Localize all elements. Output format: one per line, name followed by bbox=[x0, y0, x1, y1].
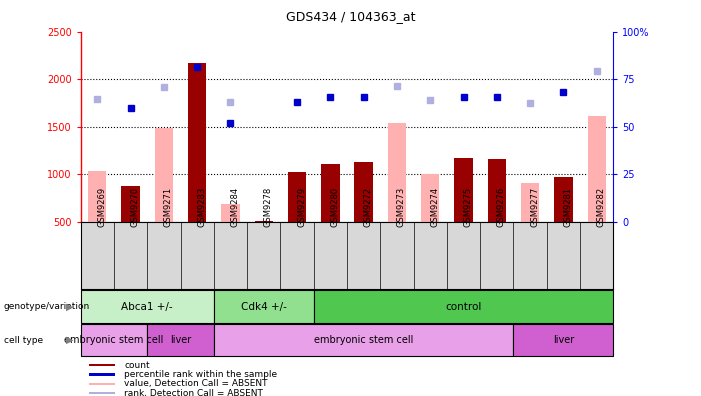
Bar bbox=[554, 177, 573, 222]
Bar bbox=[388, 123, 406, 222]
Text: cell type: cell type bbox=[4, 336, 43, 345]
Bar bbox=[321, 164, 339, 222]
Text: GSM9278: GSM9278 bbox=[264, 187, 273, 227]
Text: GSM9282: GSM9282 bbox=[597, 187, 606, 227]
Text: ▶: ▶ bbox=[66, 335, 74, 345]
Text: liver: liver bbox=[553, 335, 574, 345]
Bar bbox=[421, 174, 440, 222]
Text: GSM9269: GSM9269 bbox=[97, 187, 107, 227]
Bar bbox=[488, 159, 506, 222]
Bar bbox=[155, 128, 173, 222]
Bar bbox=[188, 63, 206, 222]
Text: GSM9271: GSM9271 bbox=[164, 187, 173, 227]
Bar bbox=[214, 324, 514, 356]
Text: GSM9280: GSM9280 bbox=[330, 187, 339, 227]
Text: embryonic stem cell: embryonic stem cell bbox=[64, 335, 163, 345]
Bar bbox=[454, 158, 472, 222]
Text: control: control bbox=[445, 301, 482, 312]
Bar bbox=[214, 290, 314, 323]
Text: GDS434 / 104363_at: GDS434 / 104363_at bbox=[286, 10, 415, 23]
Bar bbox=[121, 186, 139, 222]
Bar bbox=[288, 172, 306, 222]
Bar bbox=[88, 392, 115, 394]
Text: liver: liver bbox=[170, 335, 191, 345]
Bar bbox=[81, 290, 214, 323]
Bar bbox=[254, 221, 273, 222]
Text: percentile rank within the sample: percentile rank within the sample bbox=[124, 370, 278, 379]
Text: GSM9279: GSM9279 bbox=[297, 187, 306, 227]
Bar bbox=[314, 290, 613, 323]
Text: Cdk4 +/-: Cdk4 +/- bbox=[241, 301, 287, 312]
Text: GSM9275: GSM9275 bbox=[463, 187, 472, 227]
Text: GSM9281: GSM9281 bbox=[564, 187, 573, 227]
Text: embryonic stem cell: embryonic stem cell bbox=[314, 335, 414, 345]
Text: GSM9276: GSM9276 bbox=[497, 187, 506, 227]
Text: GSM9272: GSM9272 bbox=[364, 187, 373, 227]
Text: GSM9273: GSM9273 bbox=[397, 187, 406, 227]
Bar bbox=[88, 373, 115, 375]
Text: GSM9277: GSM9277 bbox=[530, 187, 539, 227]
Bar bbox=[521, 183, 539, 222]
Bar bbox=[88, 364, 115, 366]
Text: ▶: ▶ bbox=[66, 301, 74, 312]
Text: genotype/variation: genotype/variation bbox=[4, 302, 90, 311]
Text: count: count bbox=[124, 361, 150, 369]
Text: GSM9274: GSM9274 bbox=[430, 187, 440, 227]
Text: rank, Detection Call = ABSENT: rank, Detection Call = ABSENT bbox=[124, 389, 263, 396]
Bar bbox=[147, 324, 214, 356]
Text: Abca1 +/-: Abca1 +/- bbox=[121, 301, 173, 312]
Text: value, Detection Call = ABSENT: value, Detection Call = ABSENT bbox=[124, 379, 268, 388]
Text: GSM9283: GSM9283 bbox=[197, 187, 206, 227]
Bar bbox=[355, 162, 373, 222]
Bar bbox=[587, 116, 606, 222]
Text: GSM9284: GSM9284 bbox=[231, 187, 240, 227]
Text: GSM9270: GSM9270 bbox=[130, 187, 139, 227]
Bar bbox=[81, 324, 147, 356]
Bar bbox=[88, 171, 107, 222]
Bar bbox=[222, 204, 240, 222]
Bar bbox=[88, 383, 115, 385]
Bar bbox=[514, 324, 613, 356]
